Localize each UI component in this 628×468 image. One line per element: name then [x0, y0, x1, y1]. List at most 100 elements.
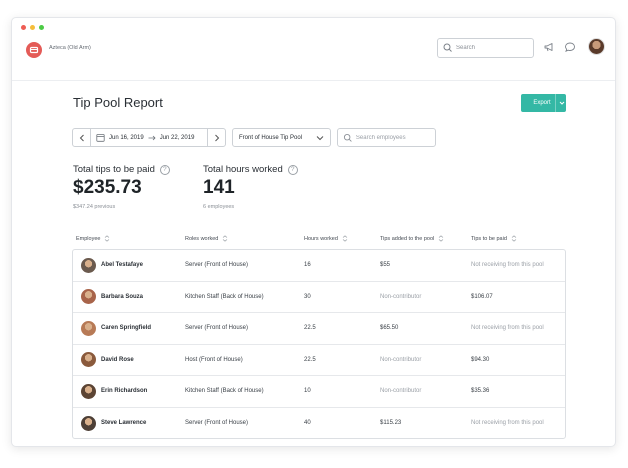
start-date[interactable]: Jun 16, 2019 [109, 134, 144, 141]
column-header-label: Tips to be paid [471, 235, 507, 242]
employee-name[interactable]: Caren Springfield [101, 325, 152, 332]
employee-avatar [81, 383, 96, 399]
previous-week-button[interactable] [73, 129, 91, 146]
employee-search-input[interactable] [355, 134, 435, 141]
table-row[interactable]: Erin Richardson Kitchen Staff (Back of Ho… [73, 376, 565, 408]
employee-name[interactable]: Abel Testafaye [101, 262, 143, 269]
calendar-icon [96, 134, 105, 142]
tips-added-cell: $55 [380, 262, 391, 269]
sort-icon [439, 235, 444, 242]
app-header: Azteca (Old Arm) [12, 34, 615, 81]
employee-avatar [81, 415, 96, 431]
total-hours-value: 141 [203, 177, 235, 198]
total-hours-label-text: Total hours worked [203, 164, 283, 175]
employee-search[interactable] [337, 128, 436, 147]
sort-icon [511, 235, 517, 242]
tips-paid-cell: $35.36 [471, 388, 490, 395]
sort-icon [105, 235, 110, 242]
sort-icon [223, 235, 228, 242]
hours-cell: 10 [304, 388, 311, 395]
app-logo-icon[interactable] [26, 42, 42, 58]
employee-avatar [81, 320, 96, 336]
search-icon [443, 43, 452, 52]
table-row[interactable]: Barbara Souza Kitchen Staff (Back of Hous… [73, 282, 565, 313]
tip-pool-table: Abel Testafaye Server (Front of House) 16 $… [72, 249, 566, 439]
employee-name[interactable]: David Rose [101, 356, 134, 363]
roles-cell: Server (Front of House) [185, 325, 249, 332]
table-row[interactable]: Abel Testafaye Server (Front of House) 16 $… [73, 250, 565, 282]
employee-name[interactable]: Barbara Souza [101, 293, 144, 300]
app-window: Azteca (Old Arm) Tip Pool Report Export … [11, 17, 616, 447]
hours-cell: 40 [304, 420, 311, 427]
employee-cell: Erin Richardson [81, 376, 147, 407]
column-header-label: Hours worked [304, 235, 338, 242]
export-button-divider [555, 94, 556, 112]
date-range-picker[interactable]: Jun 16, 2019 Jun 22, 2019 [72, 128, 226, 147]
location-label[interactable]: Azteca (Old Arm) [49, 45, 91, 51]
tips-added-cell: Non-contributor [380, 356, 422, 363]
export-button[interactable]: Export [521, 94, 566, 112]
minimize-window-button[interactable] [30, 25, 35, 30]
user-avatar[interactable] [588, 38, 605, 55]
column-header-label: Tips added to the pool [380, 235, 435, 242]
employee-cell: Barbara Souza [81, 282, 143, 313]
hours-cell: 22.5 [304, 356, 316, 363]
employee-avatar [81, 352, 96, 368]
column-header-roles[interactable]: Roles worked [185, 235, 228, 242]
tips-paid-cell: $106.07 [471, 293, 493, 300]
table-row[interactable]: Steve Lawrence Server (Front of House) 40 $… [73, 408, 565, 439]
chat-icon[interactable] [564, 41, 576, 53]
close-window-button[interactable] [21, 25, 26, 30]
tips-added-cell: Non-contributor [380, 293, 422, 300]
tips-added-cell: $65.50 [380, 325, 399, 332]
header-search[interactable] [437, 38, 534, 58]
search-icon [343, 133, 352, 142]
page-title: Tip Pool Report [73, 95, 163, 110]
tips-added-cell: $115.23 [380, 420, 402, 427]
hours-cell: 30 [304, 293, 311, 300]
table-row[interactable]: Caren Springfield Server (Front of House)… [73, 313, 565, 345]
employee-cell: Steve Lawrence [81, 408, 147, 439]
next-week-button[interactable] [207, 129, 225, 146]
tips-paid-cell: Not receiving from this pool [471, 325, 544, 332]
roles-cell: Host (Front of House) [185, 356, 243, 363]
employee-cell: David Rose [81, 345, 134, 376]
chevron-left-icon [79, 134, 84, 141]
tips-paid-cell: $94.30 [471, 356, 490, 363]
chevron-right-icon [214, 134, 219, 141]
tips-paid-cell: Not receiving from this pool [471, 420, 544, 427]
hours-cell: 22.5 [304, 325, 316, 332]
window-titlebar [12, 18, 615, 34]
megaphone-icon[interactable] [543, 41, 555, 53]
hours-cell: 16 [304, 262, 311, 269]
header-search-input[interactable] [456, 45, 531, 51]
tips-added-cell: Non-contributor [380, 388, 422, 395]
help-icon[interactable]: ? [159, 164, 170, 175]
column-header-hours[interactable]: Hours worked [304, 235, 348, 242]
total-tips-label-text: Total tips to be paid [73, 164, 155, 175]
employee-count: 6 employees [203, 204, 235, 210]
employee-cell: Abel Testafaye [81, 250, 143, 281]
end-date[interactable]: Jun 22, 2019 [159, 134, 195, 141]
total-tips-label: Total tips to be paid ? [73, 164, 170, 175]
sort-icon [342, 235, 348, 242]
employee-name[interactable]: Steve Lawrence [101, 420, 147, 427]
tips-paid-cell: Not receiving from this pool [471, 262, 544, 269]
employee-name[interactable]: Erin Richardson [101, 388, 148, 395]
column-header-label: Roles worked [185, 235, 219, 242]
tip-pool-select-value: Front of House Tip Pool [239, 134, 303, 141]
arrow-right-icon [148, 135, 156, 140]
employee-cell: Caren Springfield [81, 313, 151, 344]
column-header-tips-added[interactable]: Tips added to the pool [380, 235, 444, 242]
employee-avatar [81, 257, 96, 273]
chevron-down-icon[interactable] [559, 100, 565, 106]
maximize-window-button[interactable] [39, 25, 44, 30]
total-tips-previous: $347.24 previous [73, 204, 116, 210]
tip-pool-select[interactable]: Front of House Tip Pool [232, 128, 331, 147]
help-icon[interactable]: ? [287, 164, 298, 175]
total-tips-value: $235.73 [73, 177, 142, 198]
column-header-tips-paid[interactable]: Tips to be paid [471, 235, 517, 242]
column-header-employee[interactable]: Employee [76, 235, 110, 242]
export-button-label: Export [533, 100, 551, 106]
table-row[interactable]: David Rose Host (Front of House) 22.5 Non-c… [73, 345, 565, 376]
